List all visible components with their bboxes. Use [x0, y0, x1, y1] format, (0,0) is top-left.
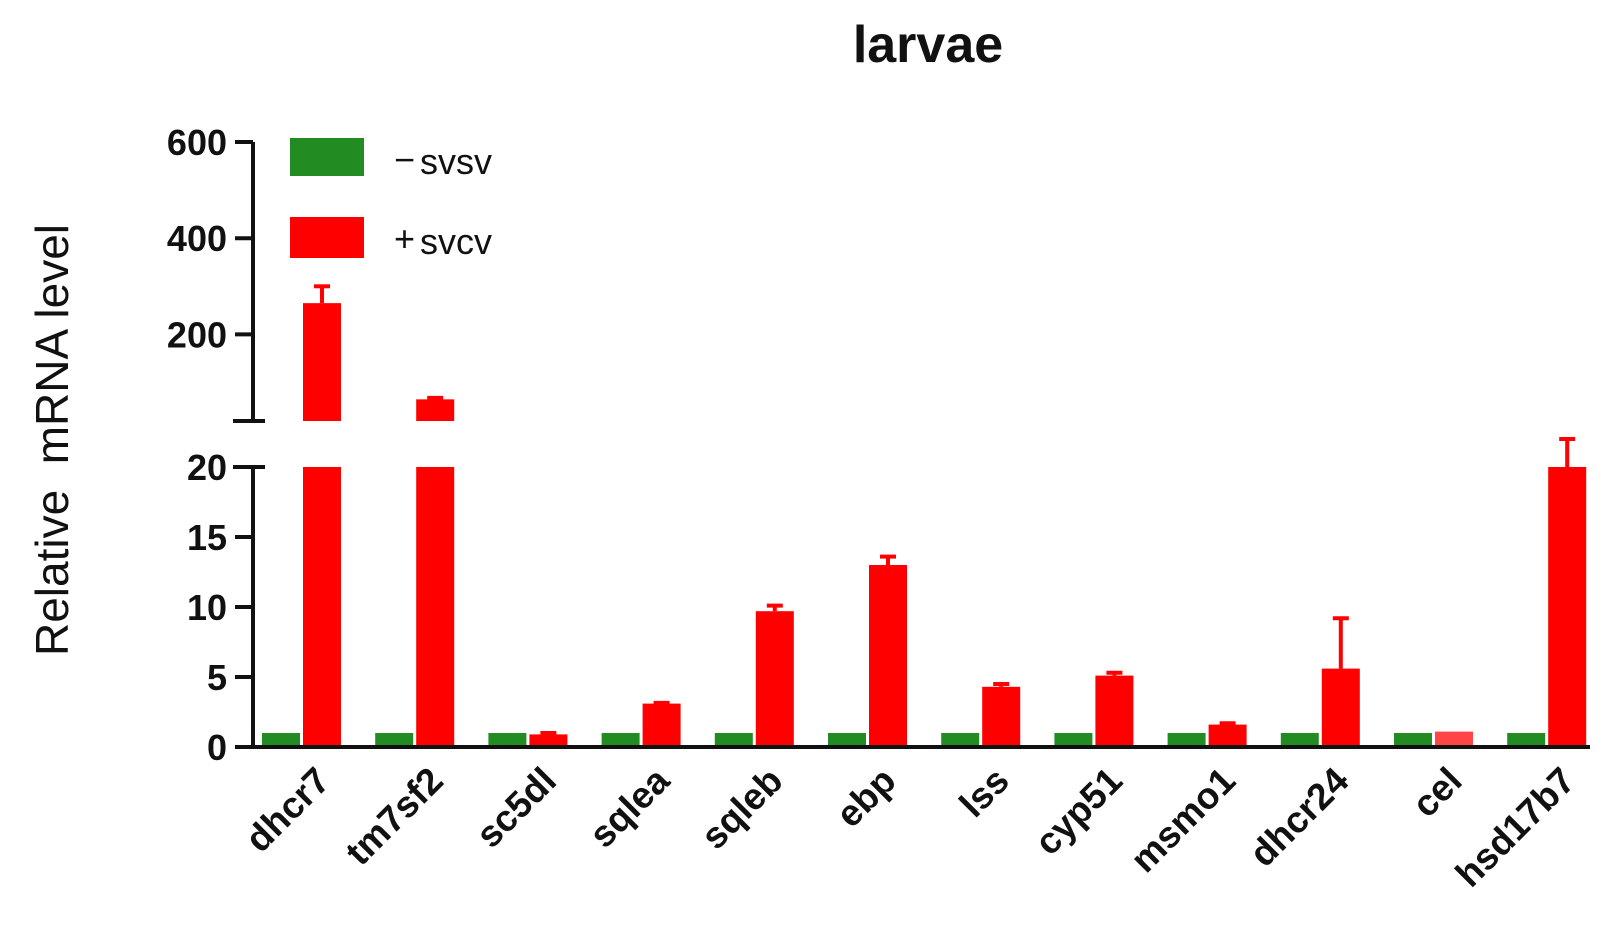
axes: 0 5 10 15 20 200 400 600: [167, 122, 1590, 768]
bar-svsv-dhcr7: [262, 733, 300, 745]
bar-svsv-cyp51: [1054, 733, 1093, 745]
bar-svcv-dhcr24: [1321, 668, 1360, 745]
x-tick-label: dhcr7: [237, 760, 337, 860]
bar-svsv-hsd17b7: [1507, 733, 1546, 745]
bar-svcv-lss: [982, 686, 1021, 745]
bars: [262, 284, 1587, 745]
x-tick-label: sc5dl: [468, 760, 564, 856]
x-tick-label: hsd17b7: [1448, 760, 1583, 895]
x-tick-label: tm7sf2: [338, 760, 451, 873]
y-tick-label: 20: [187, 447, 227, 488]
bar-svcv-sqlea: [642, 703, 681, 745]
x-tick-label: dhcr24: [1242, 759, 1357, 874]
chart-title: larvae: [853, 16, 1003, 74]
bar-svsv-sc5dl: [488, 733, 527, 745]
x-tick-label: ebp: [828, 760, 904, 836]
bar-svcv-hsd17b7: [1548, 467, 1587, 745]
x-tick-label: sqlea: [581, 759, 677, 855]
y-tick-label: 10: [187, 587, 227, 628]
x-tick-label: cel: [1404, 760, 1469, 825]
x-tick-label: lss: [951, 760, 1016, 825]
legend-sign-svcv: +: [394, 218, 415, 259]
bar-svcv-msmo1: [1208, 724, 1247, 745]
y-tick-label: 200: [167, 314, 227, 355]
y-tick-label: 5: [207, 657, 227, 698]
bar-svsv-sqleb: [714, 733, 753, 745]
bar-svsv-dhcr24: [1280, 733, 1319, 745]
bar-svcv-cel: [1435, 731, 1473, 745]
bar-svcv-ebp: [869, 565, 907, 745]
y-tick-label: 0: [207, 727, 227, 768]
legend-swatch-svsv: [290, 138, 364, 176]
y-tick-label: 600: [167, 122, 227, 163]
legend-label-svcv: svcv: [420, 221, 492, 262]
y-tick-label: 400: [167, 218, 227, 259]
bar-svsv-ebp: [828, 733, 866, 745]
x-tick-labels: dhcr7 tm7sf2 sc5dl sqlea sqleb ebp lss cyp51msm…: [237, 759, 1582, 894]
bar-svcv-sc5dl: [529, 734, 568, 745]
bar-svsv-lss: [941, 733, 980, 745]
bar-svsv-tm7sf2: [375, 733, 414, 745]
bar-svsv-msmo1: [1167, 733, 1206, 745]
x-tick-label: cyp51: [1027, 760, 1130, 863]
bar-svcv-tm7sf2: [416, 467, 455, 745]
bar-svcv-sqleb: [755, 611, 794, 745]
bar-svcv-dhcr7-upper: [303, 303, 341, 421]
legend-swatch-svcv: [290, 217, 364, 258]
legend-label-svsv: svsv: [420, 141, 492, 182]
x-tick-label: sqleb: [693, 760, 790, 857]
bar-svsv-cel: [1394, 733, 1432, 745]
y-tick-label: 15: [187, 517, 227, 558]
legend: − svsv + svcv: [290, 138, 492, 262]
bar-svcv-tm7sf2-upper: [416, 399, 455, 421]
bar-svcv-cyp51: [1095, 675, 1134, 745]
bar-svsv-sqlea: [601, 733, 640, 745]
bar-svcv-dhcr7: [303, 467, 341, 745]
y-axis-label: Relative mRNA level: [26, 224, 78, 656]
x-tick-label: msmo1: [1123, 760, 1244, 881]
legend-sign-svsv: −: [394, 139, 415, 180]
